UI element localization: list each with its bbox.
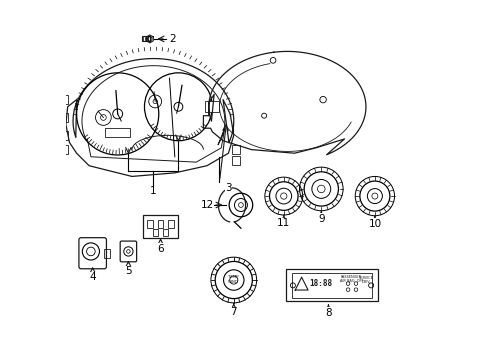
Text: 10: 10 [367,219,381,229]
Bar [291,273,371,298]
Bar [163,229,168,236]
Bar [152,229,157,236]
Text: 6: 6 [157,244,163,254]
Bar [142,215,178,238]
Text: 1: 1 [150,186,156,197]
Bar [205,102,219,112]
Text: 3: 3 [224,183,231,193]
Text: 11: 11 [277,218,290,228]
Bar [59,113,67,122]
Bar [157,220,163,228]
Text: 7: 7 [230,307,237,317]
Text: TEMP: TEMP [228,275,239,279]
Bar [168,220,174,228]
Text: SERVICE
DRIV.: SERVICE DRIV. [358,276,373,284]
Bar [59,131,67,140]
Bar [59,95,67,104]
Text: 5: 5 [125,266,131,276]
Bar [286,269,377,301]
Bar [59,145,67,154]
Text: WIND: WIND [228,280,239,284]
Text: 12: 12 [200,200,213,210]
Bar [147,220,152,228]
Text: 2: 2 [169,34,176,44]
Text: 9: 9 [317,214,324,224]
Text: 4: 4 [89,273,96,282]
Text: 8: 8 [325,308,331,318]
Bar [142,36,149,41]
Bar [231,145,240,154]
Bar [231,156,240,165]
Bar [104,249,109,257]
Bar [105,128,130,137]
Text: 18:88: 18:88 [309,279,332,288]
Text: PASSENGER
AIR BAG  OFF: PASSENGER AIR BAG OFF [339,275,363,283]
